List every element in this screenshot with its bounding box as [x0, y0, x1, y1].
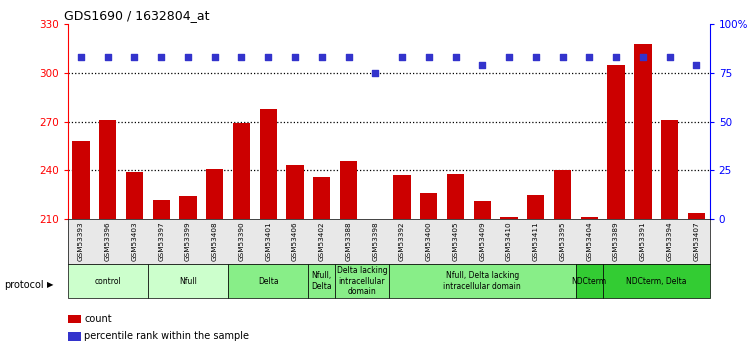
- Point: [289, 55, 301, 60]
- Point: [450, 55, 462, 60]
- Text: NDCterm: NDCterm: [572, 277, 607, 286]
- Text: percentile rank within the sample: percentile rank within the sample: [84, 332, 249, 341]
- Text: Nfull, Delta lacking
intracellular domain: Nfull, Delta lacking intracellular domai…: [443, 272, 521, 291]
- Text: GSM53392: GSM53392: [399, 221, 405, 261]
- Text: GSM53401: GSM53401: [265, 221, 271, 261]
- Bar: [602, 264, 710, 298]
- Text: GSM53402: GSM53402: [318, 221, 324, 261]
- Bar: [335, 264, 389, 298]
- Text: GSM53405: GSM53405: [453, 221, 459, 261]
- Point: [610, 55, 622, 60]
- Text: GSM53388: GSM53388: [345, 221, 351, 261]
- Bar: [661, 120, 678, 345]
- Text: ▶: ▶: [47, 280, 54, 289]
- Text: GSM53391: GSM53391: [640, 221, 646, 261]
- Text: protocol: protocol: [4, 280, 44, 289]
- Text: GSM53390: GSM53390: [239, 221, 245, 261]
- Point: [342, 55, 354, 60]
- Point: [664, 55, 676, 60]
- Bar: [389, 264, 576, 298]
- Text: GSM53397: GSM53397: [158, 221, 164, 261]
- Text: GSM53411: GSM53411: [532, 221, 538, 261]
- Bar: [313, 177, 330, 345]
- Bar: [260, 109, 277, 345]
- Text: count: count: [84, 314, 112, 324]
- Point: [503, 55, 515, 60]
- Point: [315, 55, 327, 60]
- Bar: [339, 160, 357, 345]
- Point: [128, 55, 140, 60]
- Text: Delta: Delta: [258, 277, 279, 286]
- Bar: [688, 213, 705, 345]
- Bar: [72, 141, 89, 345]
- Text: GSM53396: GSM53396: [104, 221, 110, 261]
- Text: GSM53410: GSM53410: [506, 221, 512, 261]
- Bar: [474, 201, 491, 345]
- Bar: [553, 170, 572, 345]
- Bar: [125, 172, 143, 345]
- Text: GSM53395: GSM53395: [559, 221, 566, 261]
- Text: GSM53408: GSM53408: [212, 221, 218, 261]
- Bar: [68, 264, 148, 298]
- Point: [637, 55, 649, 60]
- Point: [396, 55, 408, 60]
- Bar: [309, 264, 335, 298]
- Bar: [581, 217, 598, 345]
- Point: [155, 55, 167, 60]
- Text: GSM53409: GSM53409: [479, 221, 485, 261]
- Point: [556, 55, 569, 60]
- Bar: [527, 195, 544, 345]
- Point: [690, 62, 702, 68]
- Bar: [394, 175, 411, 345]
- Bar: [447, 174, 464, 345]
- Bar: [148, 264, 228, 298]
- Point: [209, 55, 221, 60]
- Bar: [576, 264, 602, 298]
- Point: [584, 55, 596, 60]
- Text: GSM53403: GSM53403: [131, 221, 137, 261]
- Text: GSM53399: GSM53399: [185, 221, 191, 261]
- Text: control: control: [95, 277, 121, 286]
- Point: [75, 55, 87, 60]
- Text: Delta lacking
intracellular
domain: Delta lacking intracellular domain: [336, 266, 388, 296]
- Point: [236, 55, 248, 60]
- Bar: [500, 217, 517, 345]
- Text: GSM53404: GSM53404: [587, 221, 593, 261]
- Bar: [152, 199, 170, 345]
- Bar: [366, 219, 384, 345]
- Point: [476, 62, 488, 68]
- Bar: [420, 193, 438, 345]
- Text: GSM53400: GSM53400: [426, 221, 432, 261]
- Bar: [206, 169, 224, 345]
- Text: GSM53389: GSM53389: [613, 221, 619, 261]
- Bar: [233, 123, 250, 345]
- Bar: [286, 166, 303, 345]
- Bar: [608, 65, 625, 345]
- Point: [182, 55, 194, 60]
- Text: GDS1690 / 1632804_at: GDS1690 / 1632804_at: [65, 9, 210, 22]
- Point: [101, 55, 113, 60]
- Bar: [228, 264, 309, 298]
- Text: Nfull: Nfull: [179, 277, 197, 286]
- Point: [529, 55, 541, 60]
- Text: Nfull,
Delta: Nfull, Delta: [312, 272, 332, 291]
- Text: GSM53394: GSM53394: [667, 221, 673, 261]
- Point: [369, 70, 382, 76]
- Text: GSM53393: GSM53393: [78, 221, 84, 261]
- Bar: [634, 44, 652, 345]
- Bar: [179, 196, 197, 345]
- Text: GSM53407: GSM53407: [693, 221, 699, 261]
- Text: NDCterm, Delta: NDCterm, Delta: [626, 277, 686, 286]
- Text: GSM53406: GSM53406: [292, 221, 298, 261]
- Point: [423, 55, 435, 60]
- Point: [262, 55, 274, 60]
- Text: GSM53398: GSM53398: [372, 221, 379, 261]
- Bar: [99, 120, 116, 345]
